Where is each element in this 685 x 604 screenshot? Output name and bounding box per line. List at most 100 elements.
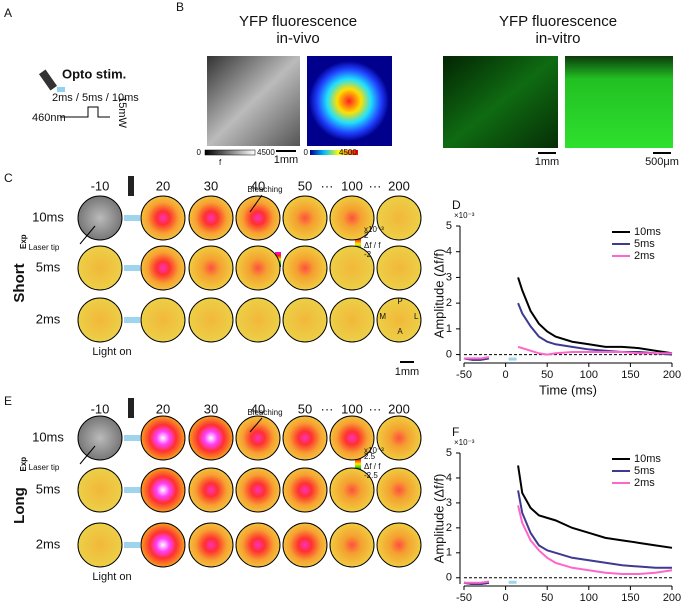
heatmap-image — [77, 297, 123, 343]
row-label: 5ms — [36, 481, 61, 496]
pulse — [60, 106, 110, 118]
heatmap-image — [235, 415, 281, 461]
label: Light on — [92, 346, 131, 358]
heatmap-image — [329, 195, 375, 241]
heatmap-image — [282, 467, 328, 513]
time-label: ··· — [369, 178, 382, 193]
heatmap-image — [188, 467, 234, 513]
heatmap-image — [188, 297, 234, 343]
legend-label: 5ms — [634, 238, 655, 250]
time-label: 20 — [156, 401, 170, 416]
label: 4500 — [257, 148, 275, 157]
heatmap-image — [329, 297, 375, 343]
heatmap-image — [140, 195, 186, 241]
heatmap-image — [329, 415, 375, 461]
image-jet — [309, 61, 389, 141]
time-label: 100 — [341, 178, 363, 193]
label: Exp — [19, 234, 28, 249]
layout — [38, 56, 673, 473]
label: f — [219, 158, 222, 167]
time-label: 30 — [204, 178, 218, 193]
legend-label: 2ms — [634, 250, 655, 262]
x-tick-label: 200 — [663, 592, 681, 604]
label: 1mm — [395, 366, 419, 378]
y-tick-label: 2 — [446, 522, 452, 534]
heatmap-image — [376, 297, 422, 343]
x-tick-label: 150 — [621, 592, 639, 604]
x-tick-label: 0 — [503, 369, 509, 381]
time-label: 30 — [204, 401, 218, 416]
line-series — [463, 277, 673, 361]
label: in-vivo — [276, 30, 319, 47]
arrow — [79, 445, 96, 465]
label: YFP fluorescence — [499, 13, 617, 30]
time-label: 50 — [298, 401, 312, 416]
heatmap-image — [329, 245, 375, 291]
heatmap-image — [282, 522, 328, 568]
time-label: 40 — [251, 401, 265, 416]
time-label: -10 — [91, 178, 110, 193]
time-label: 100 — [341, 401, 363, 416]
label: YFP fluorescence — [239, 13, 357, 30]
time-label: ··· — [321, 401, 334, 416]
x-axis-label: Time (ms) — [539, 382, 597, 397]
heatmap-image — [376, 467, 422, 513]
label: Long — [11, 487, 28, 524]
label: 2.5 — [364, 452, 376, 461]
label: Light on — [92, 571, 131, 583]
x-tick-label: 200 — [663, 369, 681, 381]
label: A — [4, 6, 12, 20]
light-bar — [124, 487, 140, 493]
label: Opto stim. — [62, 66, 126, 81]
time-label: 40 — [251, 178, 265, 193]
heatmap-image — [77, 195, 123, 241]
heatmap-image — [235, 297, 281, 343]
heatmap-image — [282, 297, 328, 343]
light-bar — [124, 317, 140, 323]
label: ×10⁻³ — [454, 211, 475, 220]
y-tick-label: 1 — [446, 547, 452, 559]
y-axis-label: Amplitude (Δf/f) — [431, 249, 446, 339]
heatmap-image — [329, 522, 375, 568]
heatmap-image — [140, 467, 186, 513]
light-bar — [124, 435, 140, 441]
light-bar — [124, 215, 140, 221]
y-tick-label: 1 — [446, 323, 452, 335]
label: B — [176, 0, 184, 14]
row-label: 2ms — [36, 536, 61, 551]
x-tick-label: 50 — [541, 592, 553, 604]
label: -2 — [364, 250, 372, 259]
time-label: ··· — [369, 401, 382, 416]
row-label: 5ms — [36, 259, 61, 274]
label: F — [452, 425, 459, 439]
light-bar — [124, 265, 140, 271]
legend-label: 5ms — [634, 465, 655, 477]
y-tick-label: 4 — [446, 246, 452, 258]
label: 460nm — [32, 112, 66, 124]
heatmap-image — [188, 195, 234, 241]
heatmap-image — [376, 522, 422, 568]
time-label: -10 — [91, 401, 110, 416]
label: Bleaching — [247, 185, 282, 194]
heatmap-image — [235, 245, 281, 291]
heatmap-image — [77, 467, 123, 513]
label: Exp — [19, 457, 28, 472]
label: 4500 — [339, 148, 357, 157]
label: Bleaching — [247, 408, 282, 417]
label: Δf / f — [364, 462, 381, 471]
heatmap-image — [282, 195, 328, 241]
label: C — [4, 171, 13, 185]
label: A — [397, 327, 403, 336]
heatmap-image — [77, 522, 123, 568]
laser-tip-icon — [57, 87, 65, 92]
arrow — [249, 417, 263, 433]
label: -2.5 — [364, 471, 378, 480]
heatmap-image — [140, 522, 186, 568]
image-invitro-2 — [565, 56, 673, 148]
heatmap-image — [188, 415, 234, 461]
gray-colorbar — [204, 149, 256, 156]
y-tick-label: 0 — [446, 572, 452, 584]
x-tick-label: 150 — [621, 369, 639, 381]
laser-icon — [128, 398, 134, 418]
label: P — [397, 297, 402, 306]
